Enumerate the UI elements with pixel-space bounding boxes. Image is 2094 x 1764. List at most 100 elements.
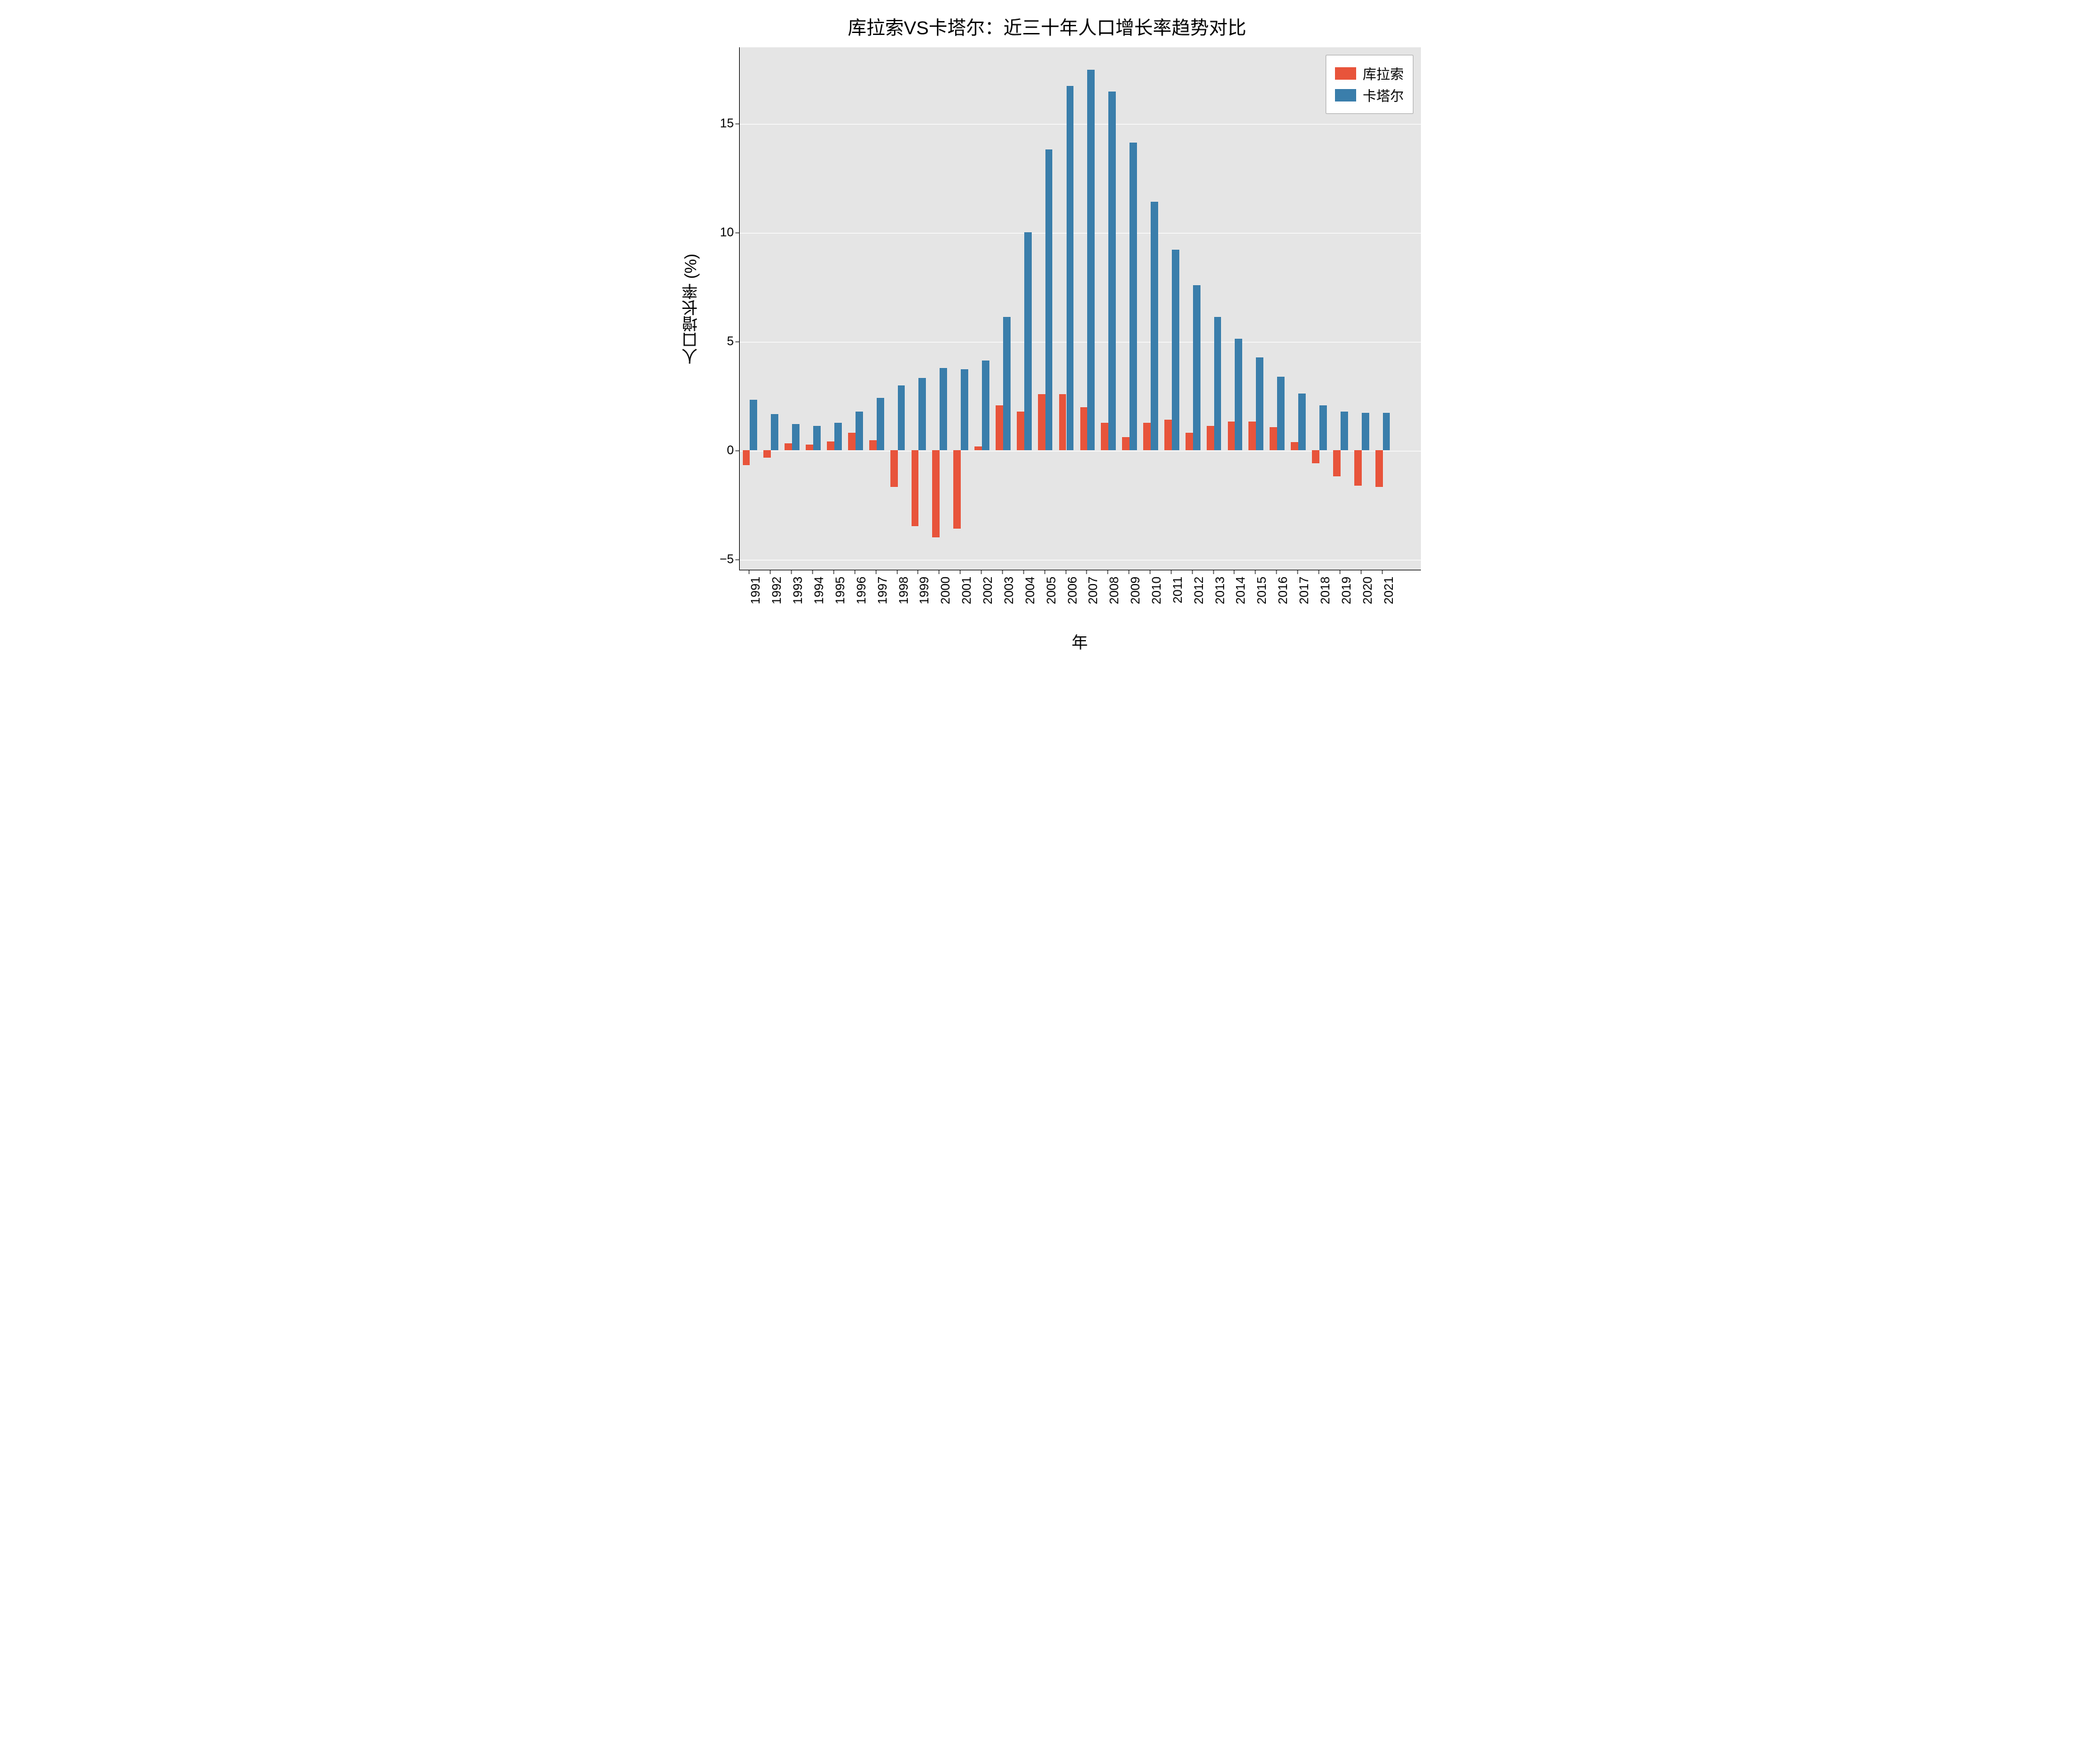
x-tick-label: 1996 [855,577,869,605]
bar [869,440,877,450]
x-tick-label: 1995 [834,577,848,605]
x-axis: 1991199219931994199519961997199819992000… [739,570,1393,626]
left-column: 人口增长率 (%) −5051015 [674,47,739,570]
x-tick-mark [981,570,982,574]
x-tick-mark [1065,570,1066,574]
x-tick-mark [1129,570,1130,574]
bar [1172,250,1179,450]
x-tick-mark [749,570,750,574]
x-tick-mark [1318,570,1319,574]
y-tick-label: 5 [727,334,733,349]
x-tick-label: 2020 [1361,577,1375,605]
x-tick-label: 2006 [1066,577,1080,605]
x-axis-spacer: 人口增长率 (%) [674,570,739,681]
bar [750,400,757,450]
bar [982,361,989,450]
legend-label: 卡塔尔 [1362,85,1403,105]
bar [953,450,961,529]
x-tick-label: 1991 [749,577,763,605]
x-tick-mark [854,570,855,574]
legend-swatch [1335,89,1356,101]
x-tick-label: 1997 [876,577,890,605]
bar [1248,422,1256,450]
chart-container: 库拉索VS卡塔尔：近三十年人口增长率趋势对比 人口增长率 (%) −505101… [674,12,1421,681]
x-tick-mark [875,570,876,574]
plot-area: 库拉索卡塔尔 [739,47,1421,570]
bar [996,405,1003,450]
bar [1375,450,1383,488]
x-axis-label: 年 [739,630,1421,653]
bar [1003,317,1011,450]
bars-layer [740,47,1421,570]
x-tick-label: 2021 [1382,577,1397,605]
bar [1186,433,1193,450]
bar [1108,92,1116,450]
bar [1164,420,1172,450]
x-tick-mark [1234,570,1235,574]
x-tick-label: 2000 [939,577,953,605]
x-tick-label: 1998 [897,577,912,605]
chart-title: 库拉索VS卡塔尔：近三十年人口增长率趋势对比 [674,12,1421,40]
x-tick-mark [770,570,771,574]
legend: 库拉索卡塔尔 [1326,55,1413,114]
bar [1383,413,1390,450]
x-tick-label: 2007 [1087,577,1101,605]
bar [898,385,905,450]
x-tick-label: 2016 [1276,577,1291,605]
bar [1130,143,1137,450]
x-tick-label: 2018 [1319,577,1333,605]
x-tick-mark [1023,570,1024,574]
bar [771,414,778,450]
y-tick-label: 10 [720,225,733,240]
y-axis: −5051015 [702,47,739,570]
plot-wrapper: 人口增长率 (%) −5051015 库拉索卡塔尔 [674,47,1421,570]
x-tick-mark [1276,570,1277,574]
bar [834,423,842,450]
bar [827,441,834,450]
bar [1228,422,1235,450]
x-tick-label: 2005 [1045,577,1059,605]
bar [1087,70,1095,450]
bar [1333,450,1341,476]
bar [1045,149,1053,450]
legend-row: 库拉索 [1335,64,1403,83]
bar [877,398,884,450]
legend-label: 库拉索 [1362,64,1403,83]
bar [918,378,926,450]
bar [1193,285,1200,450]
x-tick-label: 2003 [1002,577,1017,605]
bar [1024,232,1032,450]
x-tick-label: 1992 [770,577,785,605]
x-tick-mark [1044,570,1045,574]
x-axis-row: 人口增长率 (%) 199119921993199419951996199719… [674,570,1421,681]
x-tick-mark [960,570,961,574]
bar [1341,412,1348,450]
bar [813,426,821,450]
bar [1214,317,1222,450]
bar [1354,450,1362,486]
bar [940,368,947,450]
x-tick-mark [791,570,792,574]
legend-row: 卡塔尔 [1335,85,1403,105]
bar [1291,442,1298,450]
x-tick-mark [833,570,834,574]
x-tick-label: 2010 [1150,577,1164,605]
bar [1122,437,1130,450]
x-tick-label: 2017 [1298,577,1312,605]
x-tick-label: 2001 [960,577,974,605]
x-tick-label: 1993 [791,577,806,605]
bar [848,433,856,450]
x-tick-label: 2012 [1192,577,1207,605]
spacer-yaxis [702,570,739,681]
x-tick-label: 2015 [1255,577,1270,605]
bar [856,412,863,450]
bar [1038,394,1045,450]
x-tick-label: 1999 [918,577,932,605]
y-tick-label: 0 [727,443,733,458]
x-tick-label: 2019 [1340,577,1354,605]
bar [1143,423,1151,450]
bar [890,450,898,488]
x-tick-label: 2002 [981,577,996,605]
bar [1067,86,1074,450]
bar [1256,357,1263,450]
